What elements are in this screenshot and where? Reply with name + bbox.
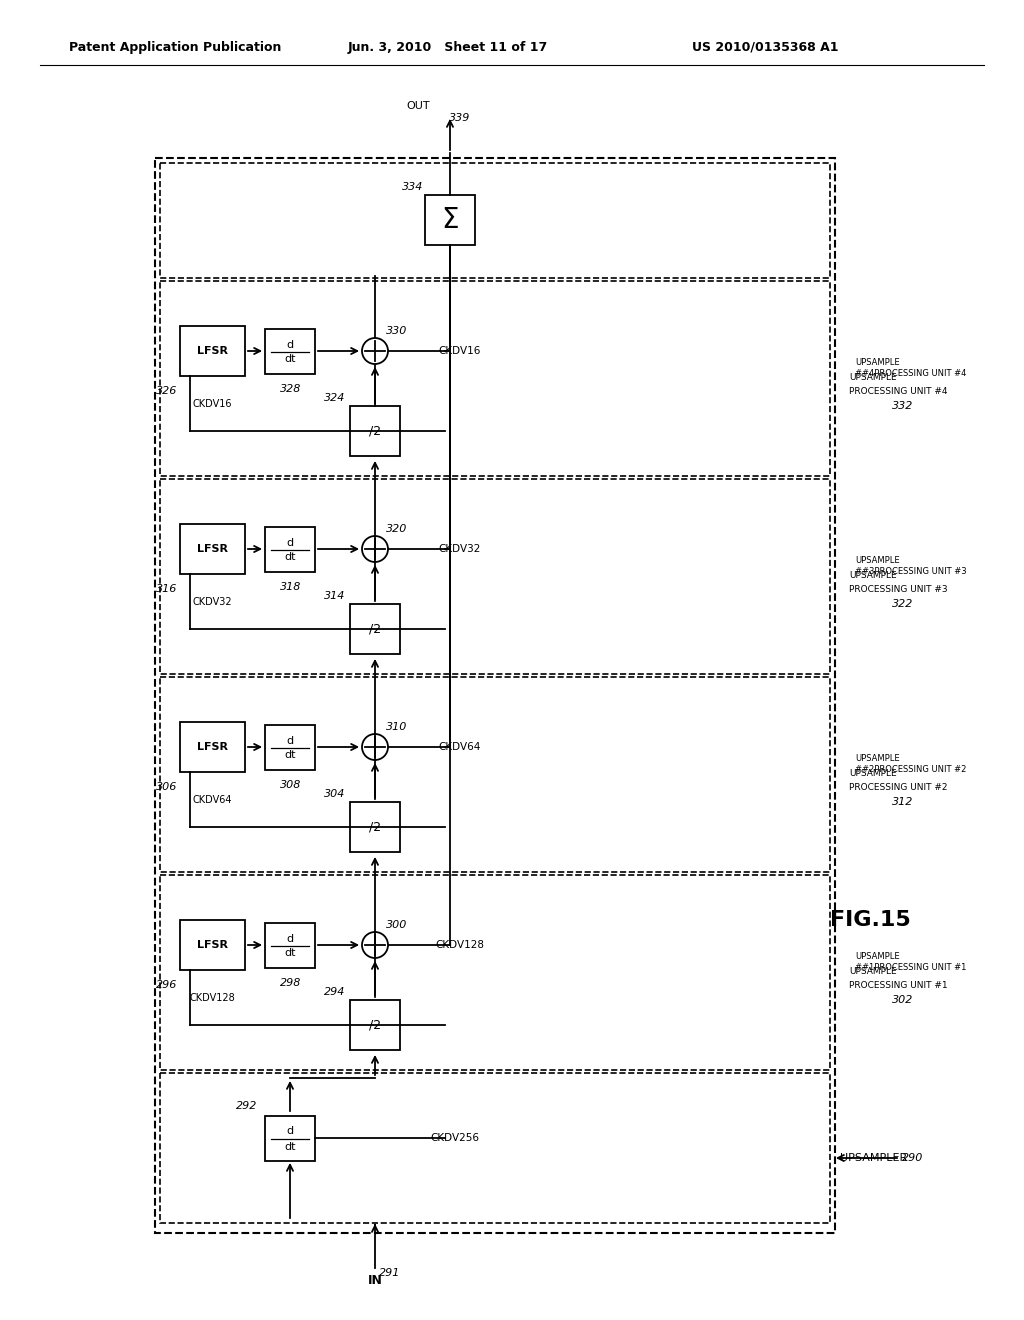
Text: 310: 310	[386, 722, 408, 733]
Text: CKDV16: CKDV16	[439, 346, 481, 356]
Bar	[180, 524, 245, 574]
Text: 308: 308	[280, 780, 301, 789]
Text: LFSR: LFSR	[197, 742, 227, 752]
Text: 292: 292	[236, 1101, 257, 1111]
Text: UPSAMPLE
##4PROCESSING UNIT #4: UPSAMPLE ##4PROCESSING UNIT #4	[855, 358, 967, 378]
Text: 324: 324	[324, 393, 345, 403]
Text: 328: 328	[280, 384, 301, 393]
Text: PROCESSING UNIT #4: PROCESSING UNIT #4	[849, 387, 947, 396]
Text: dt: dt	[285, 1142, 296, 1151]
Text: dt: dt	[285, 949, 296, 958]
Text: LFSR: LFSR	[197, 544, 227, 554]
Text: UPSAMPLE: UPSAMPLE	[849, 770, 897, 779]
Text: UPSAMPLE
##3PROCESSING UNIT #3: UPSAMPLE ##3PROCESSING UNIT #3	[855, 556, 967, 576]
Text: 294: 294	[324, 987, 345, 997]
Text: Jun. 3, 2010   Sheet 11 of 17: Jun. 3, 2010 Sheet 11 of 17	[348, 41, 548, 54]
Text: 326: 326	[156, 385, 177, 396]
Text: UPSAMPLER: UPSAMPLER	[840, 1152, 907, 1163]
Bar	[350, 803, 400, 851]
Text: 332: 332	[892, 401, 913, 411]
Text: 298: 298	[280, 978, 301, 987]
Text: LFSR: LFSR	[197, 940, 227, 950]
Text: UPSAMPLE: UPSAMPLE	[849, 572, 897, 581]
Text: 322: 322	[892, 599, 913, 609]
Text: CKDV256: CKDV256	[430, 1133, 479, 1143]
Text: d: d	[287, 1126, 294, 1137]
Text: UPSAMPLE
##2PROCESSING UNIT #2: UPSAMPLE ##2PROCESSING UNIT #2	[855, 754, 967, 774]
Bar	[265, 725, 315, 770]
Text: 300: 300	[386, 920, 408, 931]
Circle shape	[362, 932, 388, 958]
Text: LFSR: LFSR	[197, 346, 227, 356]
Text: PROCESSING UNIT #3: PROCESSING UNIT #3	[849, 585, 947, 594]
Text: dt: dt	[285, 553, 296, 562]
Text: 314: 314	[324, 591, 345, 601]
Bar	[265, 527, 315, 572]
Text: 312: 312	[892, 797, 913, 807]
Text: CKDV32: CKDV32	[193, 597, 231, 607]
Text: 304: 304	[324, 789, 345, 799]
Text: UPSAMPLE
##1PROCESSING UNIT #1: UPSAMPLE ##1PROCESSING UNIT #1	[855, 952, 967, 972]
Bar	[350, 407, 400, 455]
Text: CKDV32: CKDV32	[439, 544, 481, 554]
Bar	[160, 677, 830, 873]
Text: 306: 306	[156, 781, 177, 792]
Circle shape	[362, 734, 388, 760]
Text: 296: 296	[156, 979, 177, 990]
Bar	[350, 1001, 400, 1049]
Text: UPSAMPLE: UPSAMPLE	[849, 968, 897, 977]
Text: 320: 320	[386, 524, 408, 535]
Text: /2: /2	[369, 821, 381, 833]
Text: CKDV16: CKDV16	[193, 399, 231, 409]
Text: d: d	[287, 735, 294, 746]
Text: dt: dt	[285, 751, 296, 760]
Text: Patent Application Publication: Patent Application Publication	[69, 41, 282, 54]
Text: d: d	[287, 933, 294, 944]
Text: 334: 334	[402, 182, 424, 191]
Bar	[350, 605, 400, 653]
Bar	[155, 158, 835, 1233]
Text: PROCESSING UNIT #2: PROCESSING UNIT #2	[849, 783, 947, 792]
Text: 316: 316	[156, 583, 177, 594]
Text: /2: /2	[369, 623, 381, 635]
Bar	[160, 479, 830, 675]
Text: US 2010/0135368 A1: US 2010/0135368 A1	[692, 41, 839, 54]
Text: CKDV128: CKDV128	[189, 993, 234, 1003]
Text: CKDV128: CKDV128	[435, 940, 484, 950]
Text: UPSAMPLE: UPSAMPLE	[849, 374, 897, 383]
Text: 302: 302	[892, 995, 913, 1005]
Bar	[425, 195, 475, 246]
Text: d: d	[287, 537, 294, 548]
Bar	[180, 326, 245, 376]
Circle shape	[362, 338, 388, 364]
Text: 339: 339	[450, 114, 471, 123]
Bar	[180, 920, 245, 970]
Bar	[160, 1073, 830, 1224]
Text: d: d	[287, 339, 294, 350]
Text: 291: 291	[379, 1269, 400, 1278]
Bar	[265, 1115, 315, 1162]
Bar	[265, 923, 315, 968]
Text: Σ: Σ	[441, 206, 459, 234]
Text: CKDV64: CKDV64	[193, 795, 231, 805]
Text: /2: /2	[369, 425, 381, 437]
Text: 330: 330	[386, 326, 408, 337]
Text: 318: 318	[280, 582, 301, 591]
Bar	[160, 875, 830, 1071]
Bar	[265, 329, 315, 374]
Circle shape	[362, 536, 388, 562]
Bar	[160, 162, 830, 279]
Bar	[160, 281, 830, 477]
Text: CKDV64: CKDV64	[439, 742, 481, 752]
Text: dt: dt	[285, 355, 296, 364]
Text: 290: 290	[902, 1152, 924, 1163]
Text: OUT: OUT	[407, 102, 430, 111]
Text: FIG.15: FIG.15	[829, 909, 910, 931]
Text: /2: /2	[369, 1019, 381, 1031]
Text: IN: IN	[368, 1274, 382, 1287]
Bar	[180, 722, 245, 772]
Text: PROCESSING UNIT #1: PROCESSING UNIT #1	[849, 981, 947, 990]
